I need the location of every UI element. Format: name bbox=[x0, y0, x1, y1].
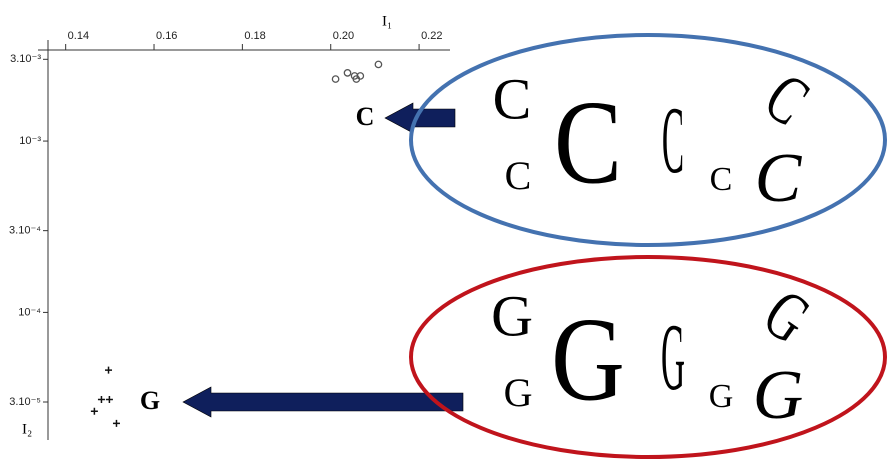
y-axis-label: I₂ bbox=[22, 421, 32, 437]
y-tick-label: 3.10⁻³ bbox=[10, 53, 41, 65]
glyph: G bbox=[551, 294, 625, 427]
figure: I₁ I₂ 0.14 0.16 0.18 0.20 0.22 3.10⁻³ 10⁻³ 3.10… bbox=[0, 0, 887, 462]
y-tick-label: 10⁻³ bbox=[19, 135, 41, 147]
glyph: G bbox=[491, 283, 533, 348]
glyph: C bbox=[755, 140, 803, 217]
x-tick-label: 0.14 bbox=[68, 30, 89, 42]
x-tick-label: 0.18 bbox=[244, 30, 265, 42]
glyph: C bbox=[554, 77, 622, 210]
glyph: G bbox=[753, 357, 804, 434]
glyph: C bbox=[493, 66, 532, 131]
glyph: C bbox=[710, 161, 733, 198]
class-label: C bbox=[356, 102, 375, 131]
y-tick-label: 3.10⁻⁵ bbox=[9, 396, 41, 408]
x-tick-label: 0.16 bbox=[156, 30, 177, 42]
glyph: G bbox=[504, 370, 533, 415]
y-tick-label: 10⁻⁴ bbox=[18, 306, 41, 318]
glyph: G bbox=[661, 306, 685, 410]
x-tick-label: 0.20 bbox=[333, 30, 354, 42]
x-axis-label: I₁ bbox=[382, 13, 392, 29]
x-tick-label: 0.22 bbox=[421, 30, 442, 42]
y-tick-label: 3.10⁻⁴ bbox=[9, 225, 41, 237]
glyph: G bbox=[709, 378, 734, 415]
glyph: C bbox=[662, 89, 684, 193]
class-label: G bbox=[140, 386, 160, 415]
glyph: C bbox=[505, 153, 532, 198]
